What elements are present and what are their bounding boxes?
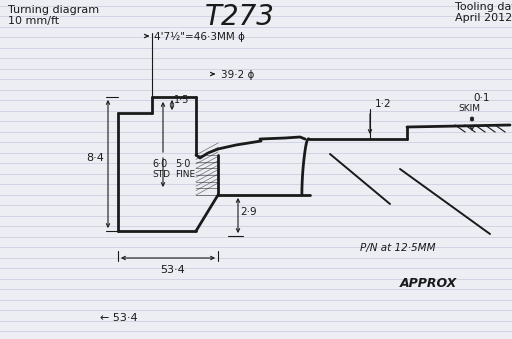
Text: FINE: FINE — [175, 170, 195, 179]
Text: April 2012: April 2012 — [455, 13, 512, 23]
Text: 5·0: 5·0 — [175, 159, 190, 169]
Text: 2·9: 2·9 — [240, 207, 257, 217]
Text: 1·5: 1·5 — [174, 95, 189, 105]
Text: SKIM: SKIM — [458, 104, 480, 113]
Text: 53·4: 53·4 — [160, 265, 185, 275]
Text: 39·2 ϕ: 39·2 ϕ — [221, 70, 254, 80]
Text: 10 mm/ft: 10 mm/ft — [8, 16, 59, 26]
Text: APPROX: APPROX — [400, 277, 457, 290]
Text: 1·2: 1·2 — [375, 99, 392, 109]
Text: T273: T273 — [205, 3, 275, 31]
Text: P/N at 12·5MM: P/N at 12·5MM — [360, 243, 436, 253]
Text: STD: STD — [152, 170, 170, 179]
Text: 0·1: 0·1 — [473, 93, 489, 103]
Text: 6·0: 6·0 — [152, 159, 167, 169]
Text: ← 53·4: ← 53·4 — [100, 313, 138, 323]
Text: 8·4: 8·4 — [86, 153, 104, 163]
Text: 4'7½"=46·3MM ϕ: 4'7½"=46·3MM ϕ — [154, 32, 245, 42]
Text: Tooling date: Tooling date — [455, 2, 512, 12]
Text: Turning diagram: Turning diagram — [8, 5, 99, 15]
